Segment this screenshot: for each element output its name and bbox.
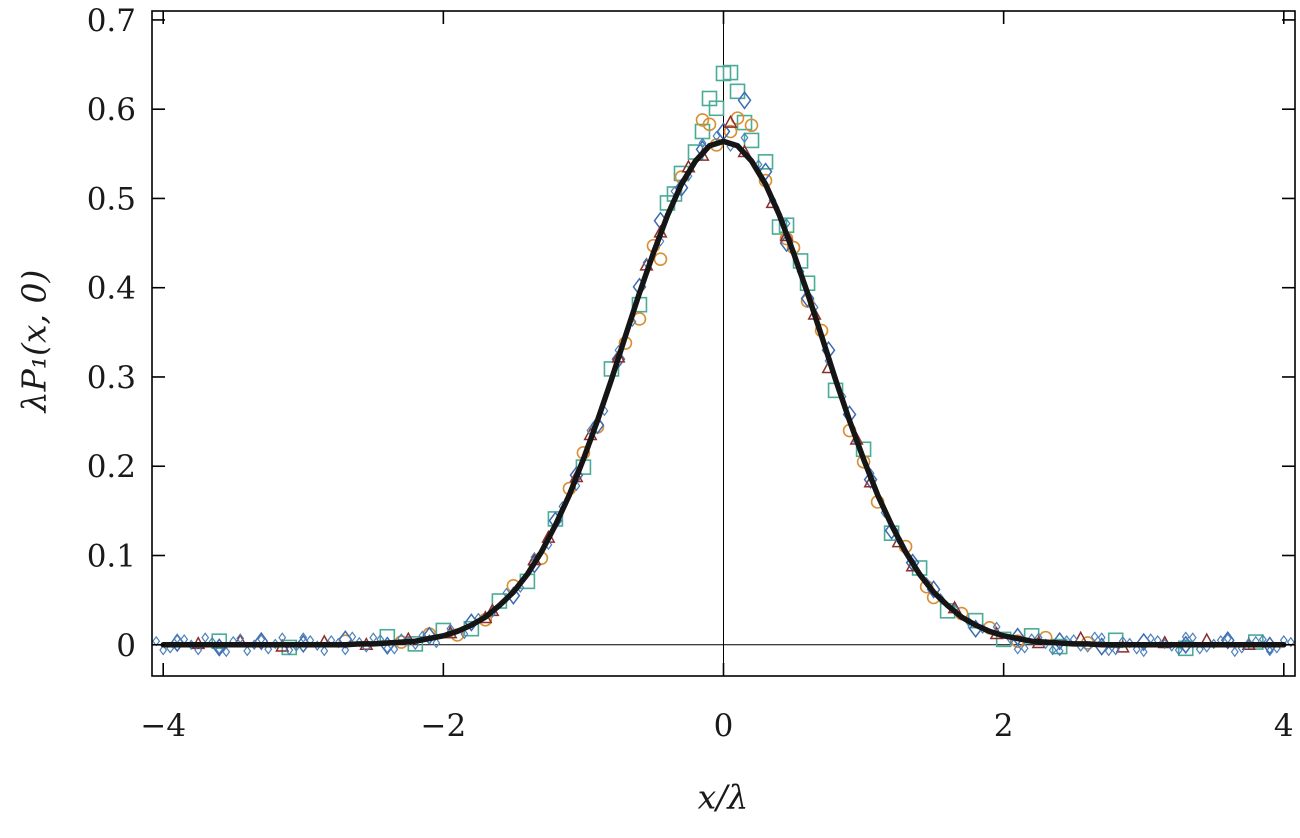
y-tick-label: 0.6	[87, 92, 136, 128]
x-tick-label: 4	[1274, 708, 1294, 744]
tick-labels: −4 −2 0 2 4 0 0.1 0.2 0.3 0.4 0.5 0.6 0.7	[87, 3, 1294, 744]
y-tick-label: 0.4	[87, 271, 136, 307]
x-tick-label: −2	[421, 708, 467, 744]
y-tick-label: 0	[116, 628, 136, 664]
x-tick-label: 2	[994, 708, 1014, 744]
y-tick-label: 0.5	[87, 181, 136, 217]
ticks	[152, 11, 1295, 676]
y-tick-label: 0.7	[87, 3, 136, 39]
y-tick-label: 0.1	[87, 538, 136, 574]
y-tick-label: 0.3	[87, 360, 136, 396]
x-axis-label: x/λ	[697, 777, 749, 817]
scatter-series-circles	[338, 111, 1095, 650]
scatter-series-squares	[211, 64, 1264, 657]
theory-curve	[160, 138, 1287, 648]
x-tick-label: 0	[714, 708, 734, 744]
y-tick-label: 0.2	[87, 449, 136, 485]
y-axis-label: λP₁(x, 0)	[14, 269, 54, 413]
x-tick-label: −4	[140, 708, 186, 744]
